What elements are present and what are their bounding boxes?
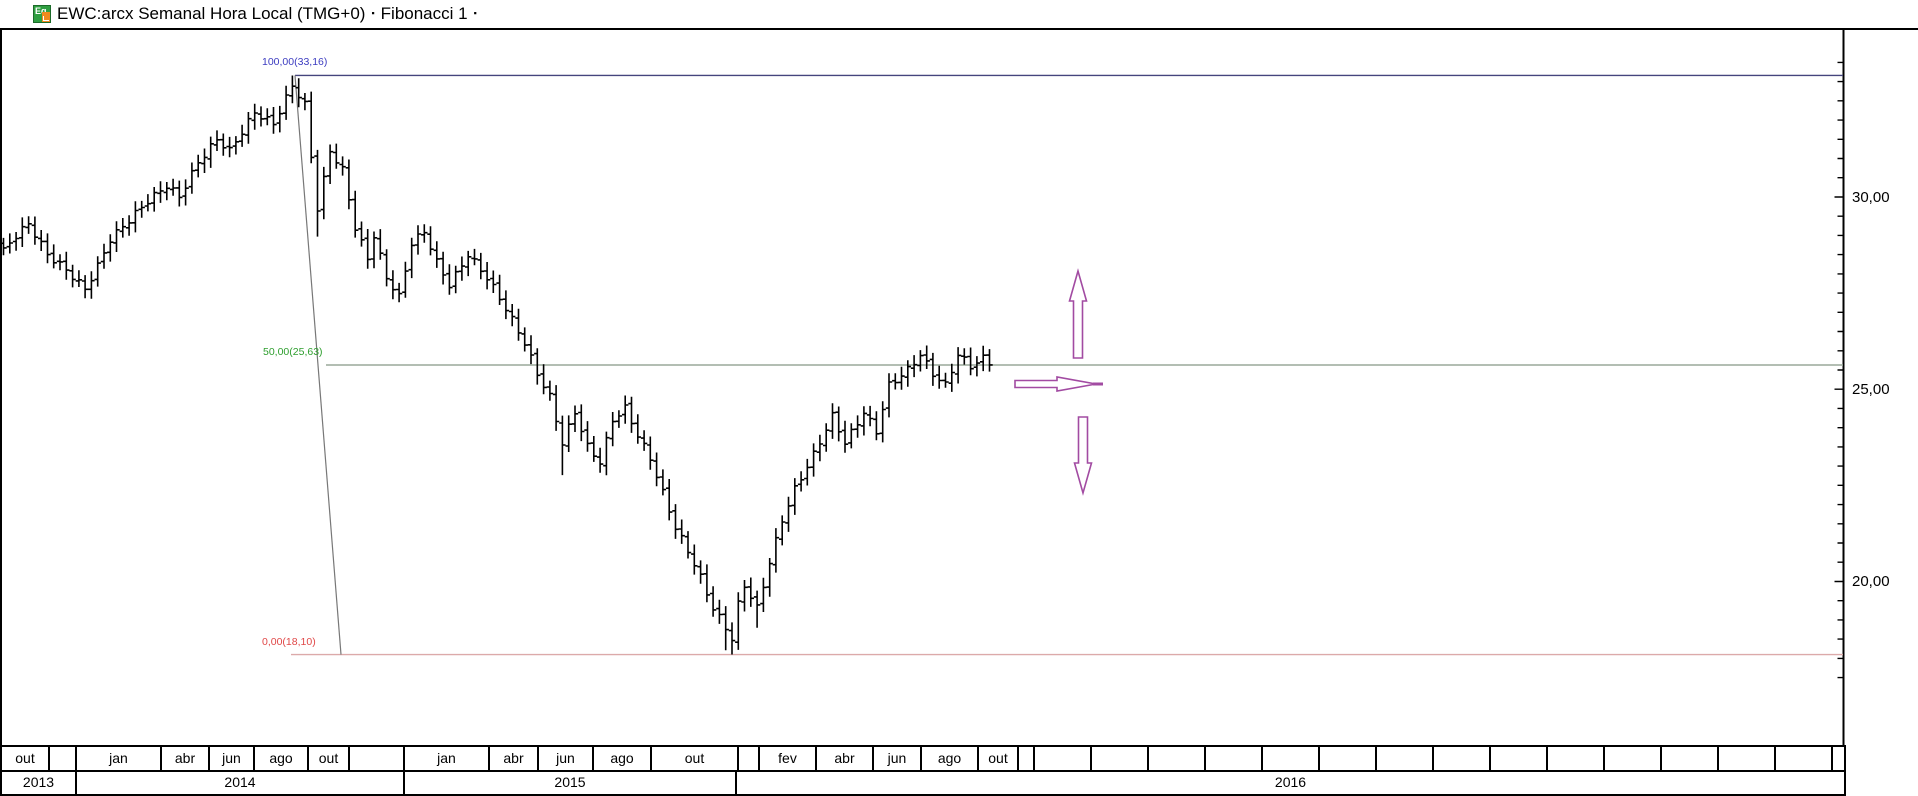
fib-trend-line[interactable] (294, 75, 342, 655)
title-separator-icon: ▪ (473, 8, 477, 18)
month-cell-jan: jan (405, 747, 490, 770)
month-cell-empty (1833, 747, 1846, 770)
down-arrow[interactable] (1073, 416, 1093, 496)
month-cell-empty (1662, 747, 1719, 770)
month-cell-empty (1548, 747, 1605, 770)
month-cell-empty (1206, 747, 1263, 770)
month-cell-empty (739, 747, 760, 770)
year-axis-row: 2013 2014 2015 2016 (0, 772, 1846, 796)
month-cell-empty (350, 747, 405, 770)
year-cell-2015: 2015 (405, 772, 737, 794)
year-cell-2016: 2016 (737, 772, 1846, 794)
month-cell-empty (1092, 747, 1149, 770)
month-cell-empty (1377, 747, 1434, 770)
month-cell-abr: abr (490, 747, 539, 770)
fib-label-50: 50,00(25,63) (263, 346, 323, 358)
price-axis-label: 20,00 (1852, 573, 1890, 591)
titlebar-underline (0, 28, 1918, 30)
title-separator-icon: ▪ (371, 8, 375, 18)
price-axis-label: 25,00 (1852, 381, 1890, 399)
month-cell-ago: ago (594, 747, 652, 770)
month-axis-row: out jan abr jun ago out jan abr jun ago out fev abr j… (0, 745, 1846, 772)
month-cell-out: out (652, 747, 739, 770)
price-axis-label: 30,00 (1852, 188, 1890, 206)
month-cell-empty (1263, 747, 1320, 770)
month-cell-fev: fev (760, 747, 817, 770)
month-cell-abr: abr (817, 747, 874, 770)
month-cell-jan: jan (77, 747, 162, 770)
up-arrow[interactable] (1068, 268, 1088, 359)
equity-icon-text: Eq (35, 6, 47, 16)
chart-title: EWC:arcx Semanal Hora Local (TMG+0) ▪ Fibo… (57, 4, 483, 24)
month-cell-empty (50, 747, 77, 770)
ohlc-price-bars (0, 75, 993, 655)
fib-label-0: 0,00(18,10) (262, 635, 316, 648)
equity-icon-sparkline (43, 16, 49, 21)
right-arrow[interactable] (1014, 376, 1097, 392)
year-cell-2014: 2014 (77, 772, 405, 794)
month-cell-ago: ago (255, 747, 309, 770)
month-cell-empty (1491, 747, 1548, 770)
month-cell-empty (1605, 747, 1662, 770)
month-cell-empty (1434, 747, 1491, 770)
month-cell-empty (1719, 747, 1776, 770)
month-cell-empty (1776, 747, 1833, 770)
fib-label-100: 100,00(33,16) (262, 56, 328, 69)
tool-title[interactable]: Fibonacci 1 (380, 4, 468, 23)
price-axis-ticks (1834, 61, 1844, 679)
equity-icon-corner (42, 12, 50, 22)
month-cell-abr: abr (162, 747, 210, 770)
month-cell-jun: jun (539, 747, 594, 770)
month-cell-out: out (979, 747, 1019, 770)
year-cell-2013: 2013 (2, 772, 77, 794)
window-left-border (0, 0, 2, 796)
month-cell-out: out (2, 747, 50, 770)
month-cell-empty (1019, 747, 1035, 770)
symbol-periodicity-title: EWC:arcx Semanal Hora Local (TMG+0) (57, 4, 366, 23)
month-cell-empty (1320, 747, 1377, 770)
month-cell-out: out (309, 747, 350, 770)
month-cell-empty (1035, 747, 1092, 770)
month-cell-jun: jun (874, 747, 922, 770)
month-cell-jun: jun (210, 747, 255, 770)
month-cell-ago: ago (922, 747, 979, 770)
equity-chart-icon: Eq (33, 5, 51, 23)
chart-title-bar: Eq EWC:arcx Semanal Hora Local (TMG+0) ▪ F… (0, 0, 1918, 28)
month-cell-empty (1149, 747, 1206, 770)
